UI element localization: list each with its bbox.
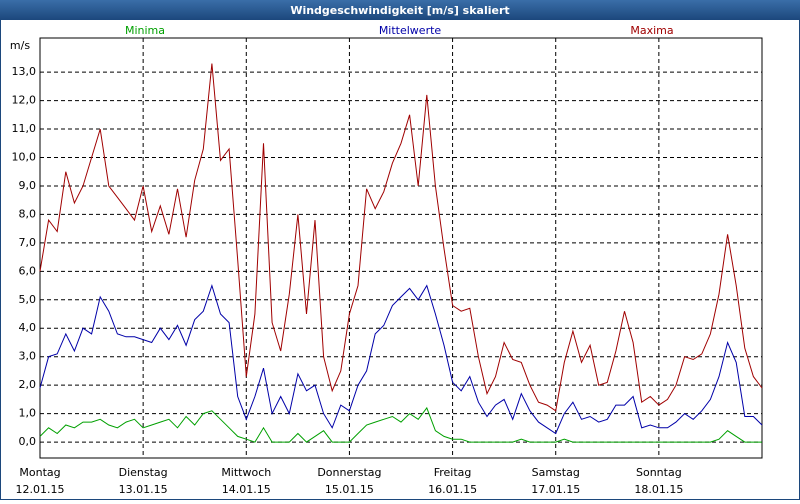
y-tick-label: 8,0 bbox=[19, 207, 37, 220]
series-line bbox=[39, 406, 762, 443]
x-day-label: Dienstag bbox=[119, 466, 168, 479]
y-tick-label: 1,0 bbox=[19, 407, 37, 420]
y-tick-label: 13,0 bbox=[12, 65, 37, 78]
y-tick-label: 2,0 bbox=[19, 378, 37, 391]
y-unit: m/s bbox=[10, 39, 30, 52]
x-day-label: Freitag bbox=[434, 466, 472, 479]
y-tick-label: 11,0 bbox=[12, 122, 37, 135]
x-date-label: 17.01.15 bbox=[531, 483, 580, 496]
y-tick-label: 10,0 bbox=[12, 151, 37, 164]
x-date-label: 18.01.15 bbox=[634, 483, 683, 496]
x-day-label: Mittwoch bbox=[221, 466, 271, 479]
y-tick-label: 3,0 bbox=[19, 350, 37, 363]
x-date-label: 16.01.15 bbox=[428, 483, 477, 496]
x-day-label: Donnerstag bbox=[317, 466, 381, 479]
y-tick-label: 0,0 bbox=[19, 435, 37, 448]
x-date-label: 13.01.15 bbox=[119, 483, 168, 496]
x-day-label: Montag bbox=[19, 466, 60, 479]
y-tick-label: 12,0 bbox=[12, 94, 37, 107]
x-date-label: 14.01.15 bbox=[222, 483, 271, 496]
y-tick-label: 5,0 bbox=[19, 293, 37, 306]
series-line bbox=[39, 283, 763, 435]
x-date-label: 12.01.15 bbox=[16, 483, 65, 496]
y-tick-label: 4,0 bbox=[19, 321, 37, 334]
y-tick-label: 6,0 bbox=[19, 264, 37, 277]
legend-label: Minima bbox=[125, 24, 165, 37]
y-tick-label: 9,0 bbox=[19, 179, 37, 192]
title-bar bbox=[0, 0, 800, 20]
series-line bbox=[39, 63, 763, 412]
x-day-label: Sonntag bbox=[636, 466, 682, 479]
y-tick-label: 7,0 bbox=[19, 236, 37, 249]
x-day-label: Samstag bbox=[532, 466, 580, 479]
legend-label: Mittelwerte bbox=[379, 24, 442, 37]
plot-frame bbox=[39, 37, 763, 459]
x-date-label: 15.01.15 bbox=[325, 483, 374, 496]
chart-title: Windgeschwindigkeit [m/s] skaliert bbox=[290, 4, 509, 17]
legend-label: Maxima bbox=[630, 24, 673, 37]
